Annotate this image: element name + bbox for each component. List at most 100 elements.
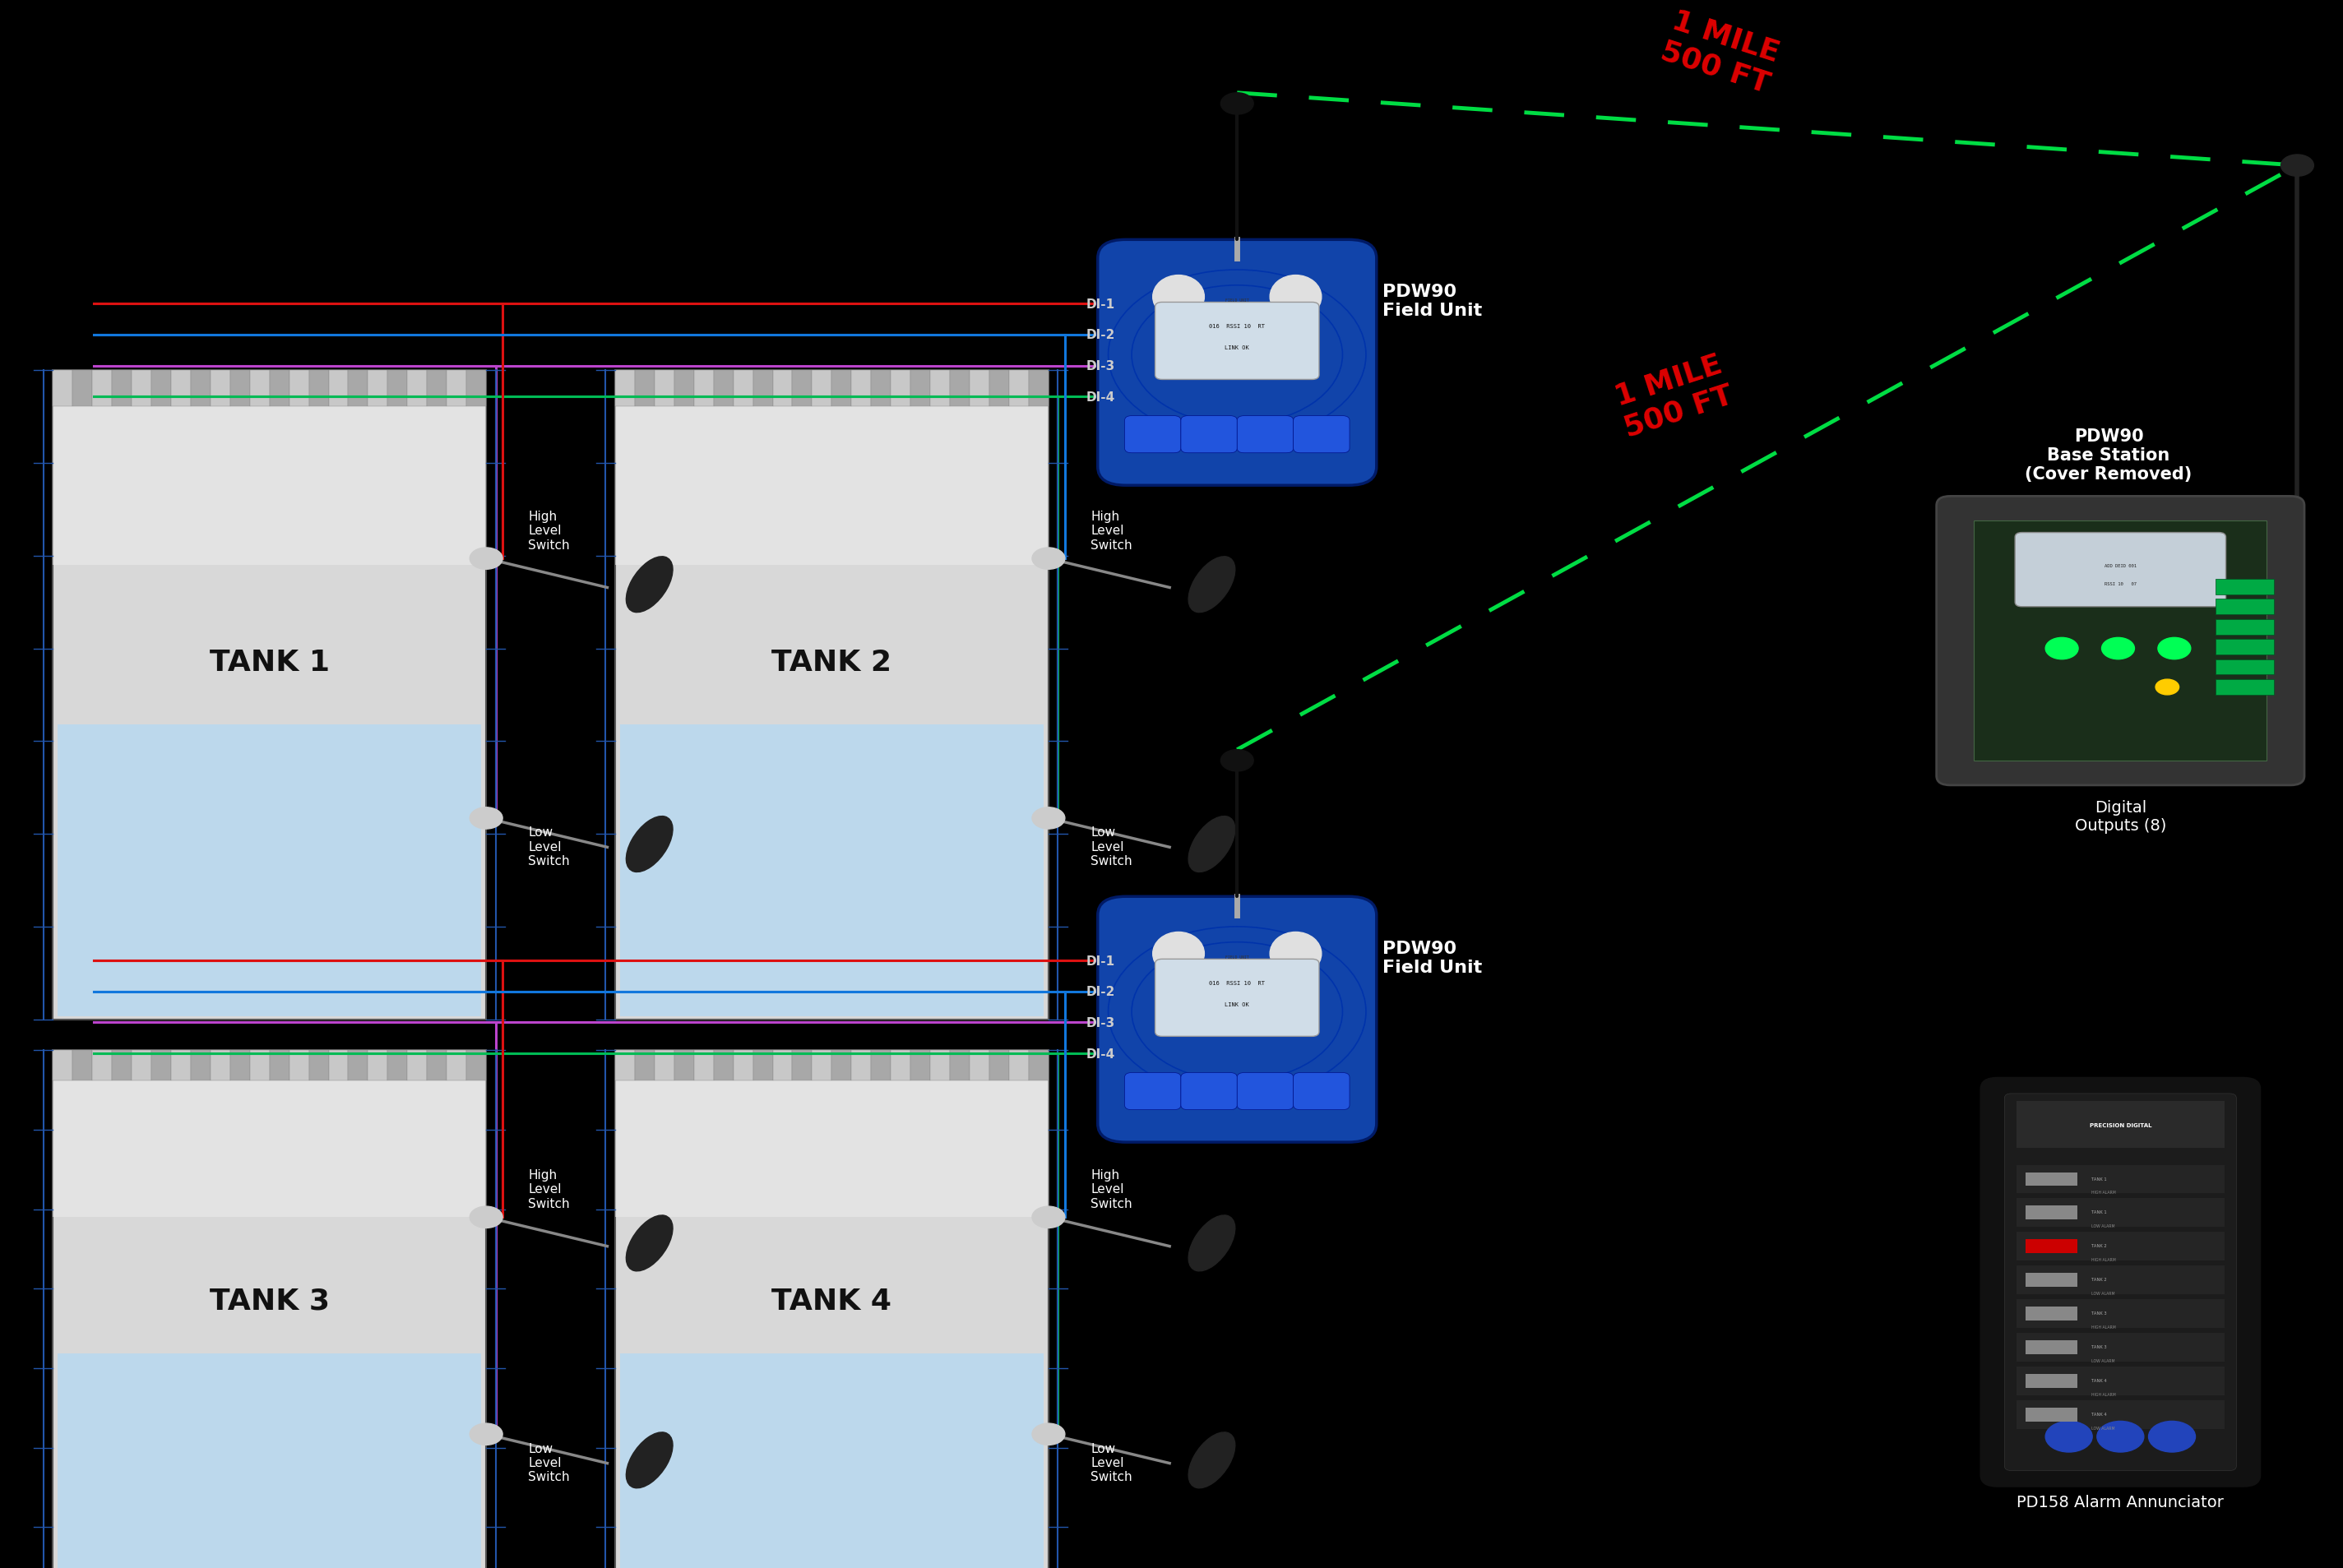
Bar [387,370,408,406]
Text: TANK 4: TANK 4 [2090,1378,2106,1383]
Bar [59,724,483,1016]
Bar [1010,370,1029,406]
Text: TANK 1: TANK 1 [209,649,330,677]
Circle shape [2156,681,2179,695]
Ellipse shape [626,1215,672,1272]
Bar [2024,1173,2076,1187]
Bar [54,370,487,566]
Bar [54,1051,487,1217]
Bar [614,370,635,406]
Ellipse shape [626,817,672,872]
Bar [152,1051,171,1080]
Text: TANK 3: TANK 3 [2090,1345,2106,1348]
Bar [2015,1367,2226,1396]
Bar [349,370,368,406]
Bar [211,1051,230,1080]
Circle shape [1031,1424,1064,1446]
Bar [792,370,813,406]
Text: ADD DEID 001: ADD DEID 001 [2104,563,2137,568]
Bar [251,1051,269,1080]
Text: TANK 2: TANK 2 [771,649,893,677]
Bar [466,370,487,406]
FancyBboxPatch shape [1097,240,1378,486]
Bar [851,370,872,406]
Bar [230,1051,251,1080]
Circle shape [2149,1421,2195,1452]
Bar [131,370,152,406]
Bar [989,1051,1010,1080]
Text: High
Level
Switch: High Level Switch [1092,1168,1132,1209]
Bar [73,370,91,406]
FancyBboxPatch shape [1097,897,1378,1143]
Ellipse shape [1188,817,1235,872]
Bar [1973,522,2268,760]
FancyBboxPatch shape [1155,303,1319,379]
Bar [930,1051,949,1080]
Bar [872,370,890,406]
Bar [989,370,1010,406]
Text: Digital
Outputs (8): Digital Outputs (8) [2074,800,2167,833]
Bar [2024,1240,2076,1253]
Bar [635,1051,654,1080]
Bar [2024,1408,2076,1422]
Bar [614,1051,635,1080]
Bar [112,370,131,406]
Bar [694,1051,715,1080]
Bar [890,1051,911,1080]
Bar [675,1051,694,1080]
Bar [349,1051,368,1080]
FancyBboxPatch shape [1293,1073,1350,1110]
Circle shape [2102,638,2134,660]
FancyBboxPatch shape [1125,1073,1181,1110]
Text: TANK 3: TANK 3 [2090,1311,2106,1316]
Bar [2024,1374,2076,1388]
Bar [448,370,466,406]
Circle shape [2045,1421,2092,1452]
Bar [890,370,911,406]
Text: LINK OK: LINK OK [1225,345,1249,350]
Bar [813,1051,832,1080]
Bar [2015,1333,2226,1361]
Bar [715,370,733,406]
Ellipse shape [1188,557,1235,613]
Ellipse shape [1270,933,1321,975]
Bar [949,1051,970,1080]
Bar [387,1051,408,1080]
Bar [773,370,792,406]
FancyBboxPatch shape [54,1051,487,1568]
Bar [930,370,949,406]
FancyBboxPatch shape [1293,417,1350,453]
FancyBboxPatch shape [1237,417,1293,453]
Bar [970,1051,989,1080]
Bar [2214,660,2273,676]
Circle shape [469,808,501,829]
Ellipse shape [1188,1432,1235,1488]
Bar [211,370,230,406]
Bar [426,1051,448,1080]
Text: 016  RSSI 10  RT: 016 RSSI 10 RT [1209,980,1265,985]
Text: TANK 1: TANK 1 [2090,1210,2106,1214]
Bar [408,370,426,406]
Bar [773,1051,792,1080]
Bar [949,370,970,406]
Bar [675,370,694,406]
Text: RSSI 10   07: RSSI 10 07 [2104,582,2137,586]
Bar [2214,599,2273,615]
Text: HIGH ALARM: HIGH ALARM [2090,1258,2116,1262]
FancyBboxPatch shape [2003,1094,2235,1471]
Ellipse shape [1153,933,1204,975]
Circle shape [1221,94,1254,114]
Ellipse shape [1153,276,1204,318]
Bar [152,370,171,406]
Text: TANK 4: TANK 4 [771,1287,893,1314]
Text: Low
Level
Switch: Low Level Switch [1092,1443,1132,1483]
Circle shape [2158,638,2191,660]
Bar [2015,1265,2226,1295]
FancyBboxPatch shape [1125,417,1181,453]
Bar [851,1051,872,1080]
Bar [2015,1232,2226,1261]
Bar [2214,640,2273,655]
Text: HIGH ALARM: HIGH ALARM [2090,1325,2116,1330]
Bar [792,1051,813,1080]
Bar [368,1051,387,1080]
